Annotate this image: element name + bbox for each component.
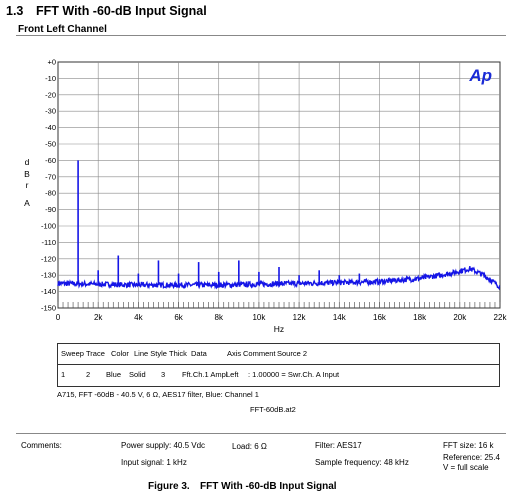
footer-rule bbox=[16, 433, 506, 434]
x-tick-labels: 0 2k 4k 6k 8k 10k 12k 14k 16k 18k 20k 22k bbox=[56, 313, 508, 322]
figure-caption: Figure 3. FFT With -60-dB Input Signal bbox=[148, 481, 337, 492]
x-tick-label: 18k bbox=[413, 313, 427, 322]
legend-cell: : 1.00000 = Swr.Ch. A Input bbox=[248, 370, 340, 379]
legend-note: A715, FFT -60dB - 40.5 V, 6 Ω, AES17 fil… bbox=[57, 390, 259, 399]
y-tick-label: -50 bbox=[45, 140, 56, 149]
legend-cell: Left bbox=[226, 370, 239, 379]
file-name: FFT-60dB.at2 bbox=[250, 405, 296, 414]
x-tick-label: 20k bbox=[453, 313, 467, 322]
legend-cell: 2 bbox=[86, 370, 91, 379]
legend-cell: 1 bbox=[61, 370, 66, 379]
series-group bbox=[57, 160, 501, 291]
y-tick-label: -110 bbox=[42, 238, 56, 247]
y-tick-label: -130 bbox=[41, 271, 56, 280]
x-tick-label: 0 bbox=[56, 313, 61, 322]
noise-floor-line bbox=[57, 266, 501, 291]
y-tick-label: -10 bbox=[45, 74, 56, 83]
legend-header: Comment bbox=[243, 349, 276, 358]
legend-data-row: 1 2 Blue Solid 3 Fft.Ch.1 Ampl Left : 1.… bbox=[58, 364, 499, 385]
sample-frequency: Sample frequency: 48 kHz bbox=[315, 458, 409, 467]
x-tick-label: 10k bbox=[252, 313, 266, 322]
y-axis-label-part: B bbox=[24, 169, 30, 179]
y-tick-label: -120 bbox=[41, 254, 56, 263]
x-tick-label: 14k bbox=[333, 313, 347, 322]
legend-header: Source 2 bbox=[277, 349, 308, 358]
legend-cell: Solid bbox=[129, 370, 146, 379]
x-tick-label: 8k bbox=[215, 313, 224, 322]
legend-header: Sweep bbox=[61, 349, 84, 358]
y-axis-label-part: A bbox=[24, 198, 30, 208]
header-rule bbox=[16, 35, 506, 36]
y-tick-label: -40 bbox=[45, 123, 56, 132]
x-tick-label: 4k bbox=[134, 313, 143, 322]
x-axis-label: Hz bbox=[274, 324, 284, 334]
grid bbox=[58, 62, 500, 308]
section-heading: 1.3 FFT With -60-dB Input Signal bbox=[6, 4, 207, 18]
legend-table: Sweep Trace Color Line Style Thick Data … bbox=[57, 343, 500, 387]
y-axis-label-part: d bbox=[25, 157, 30, 167]
y-tick-labels: +0 -10 -20 -30 -40 -50 -60 -70 -80 -90 -100 -110 -12… bbox=[41, 58, 56, 313]
x-minor-ticks bbox=[57, 302, 501, 308]
y-tick-label: -30 bbox=[45, 107, 56, 116]
x-tick-label: 22k bbox=[494, 313, 508, 322]
section-number: 1.3 bbox=[6, 4, 24, 18]
y-tick-label: +0 bbox=[47, 58, 56, 67]
legend-cell: 3 bbox=[161, 370, 166, 379]
load: Load: 6 Ω bbox=[232, 442, 267, 451]
fft-size: FFT size: 16 k bbox=[443, 441, 494, 450]
y-tick-label: -150 bbox=[41, 304, 56, 313]
figure-number: Figure 3. bbox=[148, 481, 190, 492]
legend-header: Line Style bbox=[134, 349, 167, 358]
legend-cell: Fft.Ch.1 Ampl bbox=[182, 370, 228, 379]
y-tick-label: -70 bbox=[45, 172, 56, 181]
legend-header: Thick bbox=[169, 349, 187, 358]
x-tick-label: 2k bbox=[94, 313, 103, 322]
legend-header: Data bbox=[191, 349, 207, 358]
x-tick-label: 6k bbox=[174, 313, 183, 322]
y-tick-label: -20 bbox=[45, 90, 56, 99]
ap-logo: Ap bbox=[468, 66, 492, 85]
fft-chart: +0 -10 -20 -30 -40 -50 -60 -70 -80 -90 -100 -110 -12… bbox=[24, 58, 508, 335]
y-tick-label: -140 bbox=[41, 287, 56, 296]
legend-cell: Blue bbox=[106, 370, 122, 379]
filter: Filter: AES17 bbox=[315, 441, 362, 450]
y-tick-label: -60 bbox=[45, 156, 56, 165]
x-tick-label: 12k bbox=[293, 313, 307, 322]
legend-header: Color bbox=[111, 349, 129, 358]
y-tick-label: -80 bbox=[45, 189, 56, 198]
comments-label: Comments: bbox=[21, 441, 62, 450]
reference: Reference: 25.4 bbox=[443, 453, 500, 462]
legend-header: Trace bbox=[86, 349, 105, 358]
figure-title: FFT With -60-dB Input Signal bbox=[200, 481, 337, 492]
y-tick-label: -90 bbox=[45, 205, 56, 214]
x-tick-label: 16k bbox=[373, 313, 387, 322]
legend-header-row: Sweep Trace Color Line Style Thick Data … bbox=[58, 344, 499, 364]
input-signal: Input signal: 1 kHz bbox=[121, 458, 187, 467]
power-supply: Power supply: 40.5 Vdc bbox=[121, 441, 206, 450]
y-axis-label-part: r bbox=[26, 180, 29, 190]
full-scale-note: V = full scale bbox=[443, 463, 489, 472]
legend-header: Axis bbox=[227, 349, 242, 358]
section-title: FFT With -60-dB Input Signal bbox=[36, 4, 207, 18]
channel-subtitle: Front Left Channel bbox=[18, 24, 107, 35]
y-tick-label: -100 bbox=[41, 222, 56, 231]
